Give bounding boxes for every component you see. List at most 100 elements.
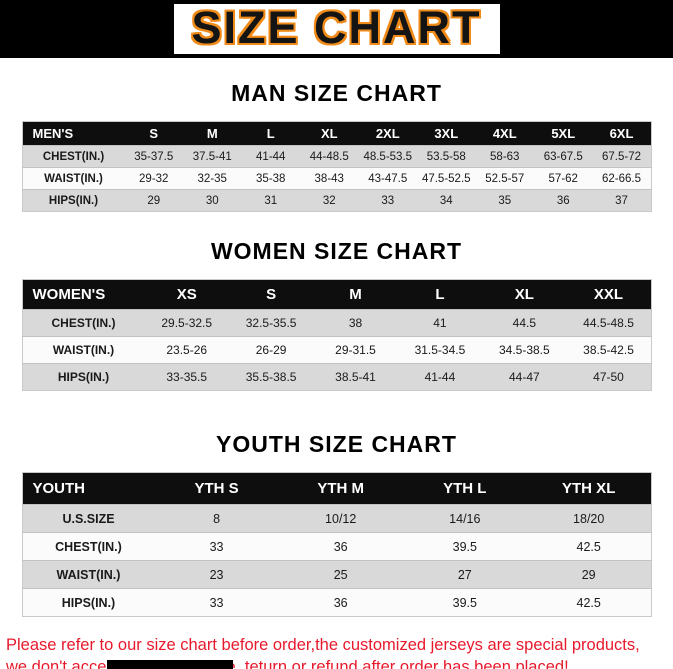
value-cell: 33-35.5 — [144, 363, 229, 391]
value-cell: 36 — [534, 189, 593, 212]
table-title-cell: YOUTH — [22, 472, 155, 505]
size-header-cell: S — [124, 121, 183, 146]
value-cell: 14/16 — [402, 504, 527, 533]
value-cell: 36 — [278, 532, 403, 561]
banner-title: SIZE CHART — [173, 4, 500, 55]
value-cell: 33 — [154, 532, 279, 561]
value-cell: 44-48.5 — [300, 145, 359, 168]
size-header-cell: 6XL — [592, 121, 651, 146]
value-cell: 58-63 — [475, 145, 534, 168]
value-cell: 8 — [154, 504, 279, 533]
size-header-cell: YTH S — [154, 472, 279, 505]
value-cell: 18/20 — [526, 504, 651, 533]
disclaimer-line-1: Please refer to our size chart before or… — [6, 636, 640, 654]
value-cell: 67.5-72 — [592, 145, 651, 168]
value-cell: 35-38 — [241, 167, 300, 190]
value-cell: 29-31.5 — [313, 336, 398, 364]
value-cell: 32.5-35.5 — [228, 309, 314, 337]
table-header-row: MEN'S S M L XL 2XL 3XL 4XL 5XL 6XL — [22, 121, 651, 146]
table-row: CHEST(IN.) 29.5-32.5 32.5-35.5 38 41 44.5 44.5… — [22, 309, 651, 337]
value-cell: 34 — [417, 189, 476, 212]
size-table: MEN'S S M L XL 2XL 3XL 4XL 5XL 6XL CHEST(IN.) 35-37… — [21, 121, 652, 212]
banner: SIZE CHART — [0, 0, 673, 58]
value-cell: 44.5-48.5 — [566, 309, 651, 337]
row-label-cell: CHEST(IN.) — [22, 309, 145, 337]
value-cell: 31 — [241, 189, 300, 212]
value-cell: 23.5-26 — [144, 336, 229, 364]
value-cell: 42.5 — [526, 588, 651, 617]
table-header-row: WOMEN'S XS S M L XL XXL — [22, 279, 651, 310]
value-cell: 29.5-32.5 — [144, 309, 229, 337]
size-header-cell: 2XL — [358, 121, 417, 146]
value-cell: 27 — [402, 560, 527, 589]
women-section-heading: WOMEN SIZE CHART — [210, 238, 463, 264]
value-cell: 41-44 — [241, 145, 300, 168]
value-cell: 62-66.5 — [592, 167, 651, 190]
table-title-cell: WOMEN'S — [22, 279, 145, 310]
size-header-cell: XS — [144, 279, 229, 310]
value-cell: 38.5-41 — [313, 363, 398, 391]
size-header-cell: XL — [482, 279, 567, 310]
value-cell: 47-50 — [566, 363, 651, 391]
value-cell: 38-43 — [300, 167, 359, 190]
table-row: U.S.SIZE 8 10/12 14/16 18/20 — [22, 504, 651, 533]
size-header-cell: S — [228, 279, 314, 310]
value-cell: 26-29 — [228, 336, 314, 364]
value-cell: 34.5-38.5 — [482, 336, 567, 364]
value-cell: 29 — [124, 189, 183, 212]
value-cell: 53.5-58 — [417, 145, 476, 168]
women-size-table: WOMEN'S XS S M L XL XXL CHEST(IN.) 29.5-32.5 32.5… — [21, 279, 652, 391]
value-cell: 32 — [300, 189, 359, 212]
value-cell: 38 — [313, 309, 398, 337]
row-label-cell: U.S.SIZE — [22, 504, 155, 533]
size-header-cell: YTH XL — [526, 472, 651, 505]
row-label-cell: CHEST(IN.) — [22, 145, 125, 168]
table-row: CHEST(IN.) 35-37.5 37.5-41 41-44 44-48.5 48.5… — [22, 145, 651, 168]
value-cell: 35-37.5 — [124, 145, 183, 168]
table-row: CHEST(IN.) 33 36 39.5 42.5 — [22, 532, 651, 561]
row-label-cell: WAIST(IN.) — [22, 336, 145, 364]
value-cell: 10/12 — [278, 504, 403, 533]
table-row: WAIST(IN.) 23.5-26 26-29 29-31.5 31.5-34.5 34… — [22, 336, 651, 364]
value-cell: 23 — [154, 560, 279, 589]
value-cell: 39.5 — [402, 532, 527, 561]
value-cell: 52.5-57 — [475, 167, 534, 190]
row-label-cell: WAIST(IN.) — [22, 167, 125, 190]
row-label-cell: WAIST(IN.) — [22, 560, 155, 589]
size-table: WOMEN'S XS S M L XL XXL CHEST(IN.) 29.5-32.5 32.5… — [21, 279, 652, 391]
row-label-cell: HIPS(IN.) — [22, 588, 155, 617]
value-cell: 31.5-34.5 — [397, 336, 483, 364]
value-cell: 37.5-41 — [183, 145, 242, 168]
size-header-cell: 3XL — [417, 121, 476, 146]
row-label-cell: HIPS(IN.) — [22, 189, 125, 212]
size-header-cell: M — [183, 121, 242, 146]
value-cell: 35 — [475, 189, 534, 212]
disclaimer: Please refer to our size chart before or… — [6, 635, 673, 669]
size-table: YOUTH YTH S YTH M YTH L YTH XL U.S.SIZE 8 10/12… — [21, 472, 652, 617]
value-cell: 44-47 — [482, 363, 567, 391]
value-cell: 42.5 — [526, 532, 651, 561]
size-header-cell: M — [313, 279, 398, 310]
disclaimer-line-2: we don't accept cancel, change, teturn o… — [6, 657, 569, 669]
value-cell: 41-44 — [397, 363, 483, 391]
size-header-cell: L — [397, 279, 483, 310]
size-header-cell: 5XL — [534, 121, 593, 146]
size-header-cell: 4XL — [475, 121, 534, 146]
value-cell: 30 — [183, 189, 242, 212]
value-cell: 43-47.5 — [358, 167, 417, 190]
value-cell: 36 — [278, 588, 403, 617]
table-row: WAIST(IN.) 29-32 32-35 35-38 38-43 43-47.5 47.… — [22, 167, 651, 190]
value-cell: 37 — [592, 189, 651, 212]
size-header-cell: L — [241, 121, 300, 146]
table-header-row: YOUTH YTH S YTH M YTH L YTH XL — [22, 472, 651, 505]
table-row: HIPS(IN.) 29 30 31 32 33 34 35 36 37 — [22, 189, 651, 212]
value-cell: 25 — [278, 560, 403, 589]
value-cell: 57-62 — [534, 167, 593, 190]
man-section-heading: MAN SIZE CHART — [231, 80, 442, 106]
value-cell: 33 — [358, 189, 417, 212]
row-label-cell: HIPS(IN.) — [22, 363, 145, 391]
size-header-cell: XL — [300, 121, 359, 146]
size-header-cell: YTH M — [278, 472, 403, 505]
man-size-table: MEN'S S M L XL 2XL 3XL 4XL 5XL 6XL CHEST(IN.) 35-37… — [21, 121, 652, 212]
